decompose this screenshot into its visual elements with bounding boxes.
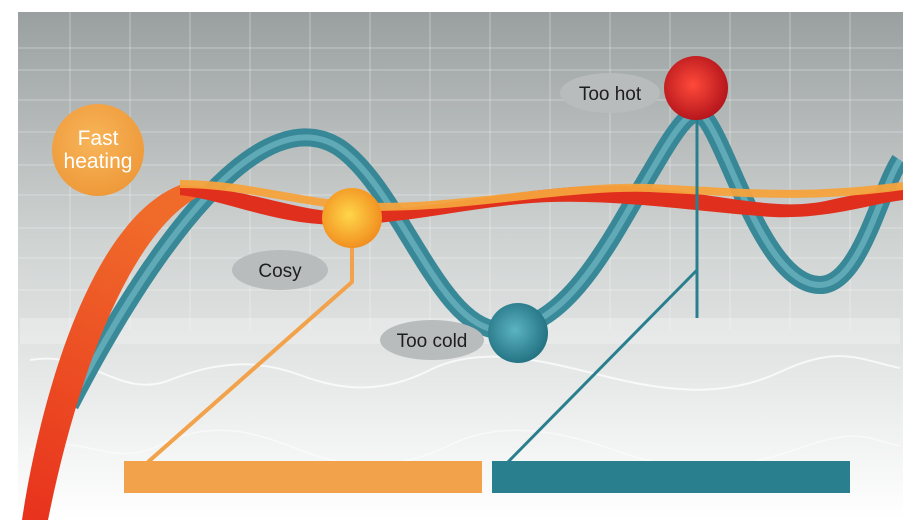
orange-legend-bar <box>124 461 482 493</box>
background-wave-line <box>29 429 901 468</box>
orange-stable-ribbon <box>179 180 903 211</box>
too-hot-marker <box>664 56 728 120</box>
cosy-connector-line <box>146 240 354 464</box>
too-cold-marker <box>488 303 548 363</box>
too-cold-label-pill <box>380 320 484 360</box>
too-hot-connector-line <box>506 268 699 464</box>
background-panel <box>18 12 903 520</box>
cosy-label: Cosy <box>258 261 302 282</box>
too-cold-label: Too cold <box>397 331 468 352</box>
fast-heating-marker <box>52 104 144 196</box>
teal-legend-bar <box>492 461 850 493</box>
red-heating-ramp <box>22 185 215 520</box>
too-hot-label-pill <box>560 73 660 113</box>
cosy-label-pill <box>232 250 328 290</box>
fast-heating-label-line1: Fast <box>78 127 119 150</box>
fast-heating-label-line2: heating <box>64 150 133 173</box>
cosy-marker <box>322 188 382 248</box>
background-wave-line <box>29 355 901 391</box>
teal-ribbon-highlight <box>67 110 903 407</box>
too-hot-label: Too hot <box>579 84 642 105</box>
